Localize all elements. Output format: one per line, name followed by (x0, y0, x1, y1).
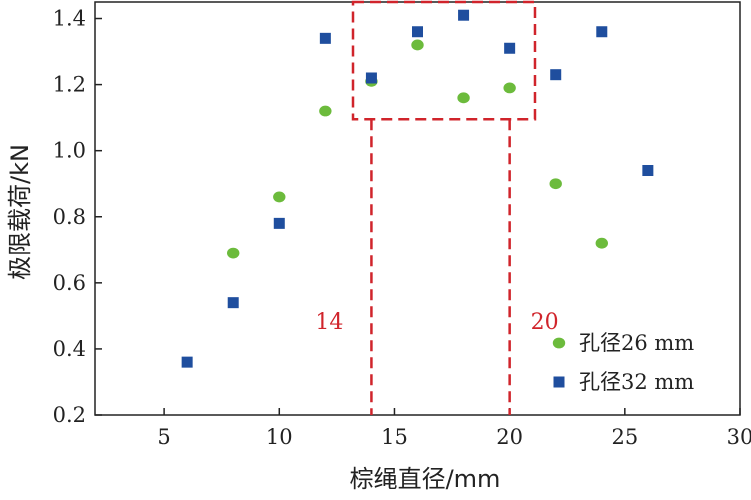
data-point-series-1 (365, 72, 377, 84)
data-point-series-0 (457, 92, 470, 104)
y-tick-label: 0.8 (53, 205, 86, 229)
legend-label-series-1: 孔径32 mm (579, 370, 694, 394)
data-point-series-0 (319, 105, 332, 117)
annotation-label: 20 (531, 310, 559, 335)
data-point-series-0 (273, 191, 286, 203)
x-tick-label: 20 (496, 425, 523, 449)
y-tick-label: 0.2 (53, 403, 86, 427)
y-tick-label: 0.4 (53, 337, 86, 361)
y-tick-label: 1.4 (53, 7, 86, 31)
x-tick-label: 5 (157, 425, 170, 449)
annotation-layer: 14 20 (315, 0, 559, 415)
data-point-series-1 (504, 42, 516, 54)
y-axis: 0.2 0.4 0.6 0.8 1.0 1.2 1.4 (53, 7, 102, 427)
data-point-series-1 (458, 9, 470, 21)
data-point-series-0 (227, 247, 240, 259)
plot-area-frame (94, 1, 741, 416)
x-tick-label: 10 (266, 425, 293, 449)
x-tick-label: 25 (611, 425, 638, 449)
data-point-series-1 (227, 297, 239, 309)
data-point-series-1 (642, 165, 654, 177)
legend: 孔径26 mm 孔径32 mm (552, 331, 694, 394)
data-point-series-0 (595, 237, 608, 249)
data-point-series-1 (181, 356, 193, 368)
data-point-series-1 (596, 26, 608, 38)
legend-marker-series-0 (552, 337, 566, 349)
y-tick-label: 1.2 (53, 73, 86, 97)
data-point-series-1 (319, 32, 331, 44)
data-point-series-1 (273, 217, 285, 229)
annotation-label: 14 (315, 310, 343, 335)
x-tick-label: 15 (381, 425, 408, 449)
y-tick-label: 1.0 (53, 139, 86, 163)
x-tick-label: 30 (727, 425, 751, 449)
data-point-series-0 (503, 82, 516, 94)
data-point-series-1 (550, 69, 562, 81)
y-tick-label: 0.6 (53, 271, 86, 295)
data-points (181, 9, 654, 368)
data-point-series-1 (412, 26, 423, 38)
x-axis-title: 棕绳直径/mm (350, 465, 501, 493)
y-axis-title: 极限载荷/kN (6, 144, 34, 280)
legend-marker-series-1 (553, 376, 565, 388)
highlight-box (351, 0, 537, 121)
data-point-series-0 (411, 39, 424, 51)
x-axis: 5 10 15 20 25 30 (157, 408, 751, 449)
legend-label-series-0: 孔径26 mm (579, 331, 694, 355)
data-point-series-0 (549, 178, 562, 190)
